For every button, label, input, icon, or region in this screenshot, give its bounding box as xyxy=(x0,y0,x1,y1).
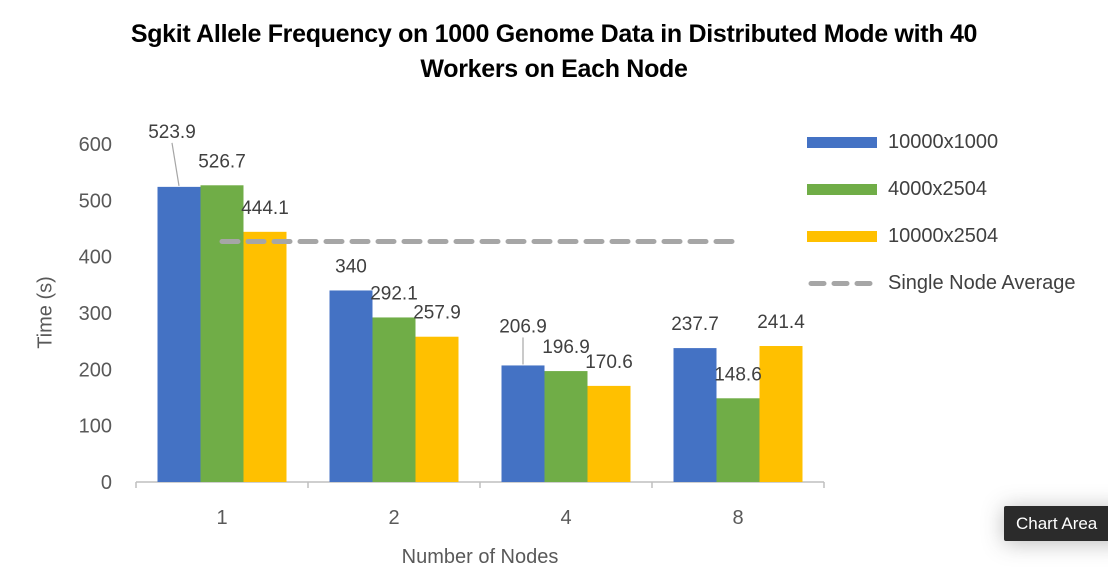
value-label-4000x2504-nodes-1: 526.7 xyxy=(198,151,246,172)
bar-4000x2504-nodes-1[interactable] xyxy=(200,185,244,482)
data-label-leader-line xyxy=(171,142,180,186)
value-label-4000x2504-nodes-4: 196.9 xyxy=(542,337,590,358)
value-label-10000x1000-nodes-4: 206.9 xyxy=(499,316,547,337)
value-label-10000x2504-nodes-8: 241.4 xyxy=(757,312,805,333)
value-label-10000x2504-nodes-2: 257.9 xyxy=(413,303,461,324)
x-tick-label-2: 2 xyxy=(388,507,399,529)
bar-4000x2504-nodes-2[interactable] xyxy=(372,317,416,482)
bar-10000x2504-nodes-8[interactable] xyxy=(759,346,803,482)
value-label-4000x2504-nodes-8: 148.6 xyxy=(714,364,762,385)
value-label-10000x1000-nodes-8: 237.7 xyxy=(671,314,719,335)
bar-10000x1000-nodes-2[interactable] xyxy=(329,290,373,482)
y-tick-label-300: 300 xyxy=(79,303,112,325)
bar-10000x2504-nodes-1[interactable] xyxy=(243,231,287,482)
legend-color-swatch xyxy=(807,136,877,148)
legend-color-swatch xyxy=(807,230,877,242)
value-label-10000x1000-nodes-1: 523.9 xyxy=(148,122,196,143)
legend-item-4000x2504[interactable]: 4000x2504 xyxy=(807,177,1076,201)
bar-4000x2504-nodes-4[interactable] xyxy=(544,371,588,482)
x-tick-label-4: 4 xyxy=(560,507,571,529)
value-label-4000x2504-nodes-2: 292.1 xyxy=(370,283,418,304)
legend-color-swatch xyxy=(807,183,877,195)
legend-item-10000x2504[interactable]: 10000x2504 xyxy=(807,224,1076,248)
value-label-10000x1000-nodes-2: 340 xyxy=(335,256,367,277)
y-tick-label-500: 500 xyxy=(79,190,112,212)
x-axis-title: Number of Nodes xyxy=(401,546,559,568)
legend-item-single-node-average[interactable]: Single Node Average xyxy=(807,271,1076,295)
bar-10000x2504-nodes-2[interactable] xyxy=(415,336,459,482)
y-tick-label-200: 200 xyxy=(79,359,112,381)
y-tick-label-600: 600 xyxy=(79,134,112,156)
legend-item-10000x1000[interactable]: 10000x1000 xyxy=(807,130,1076,154)
chart-title: Sgkit Allele Frequency on 1000 Genome Da… xyxy=(59,17,1049,87)
chart-title-line-1: Sgkit Allele Frequency on 1000 Genome Da… xyxy=(130,20,978,48)
bar-4000x2504-nodes-8[interactable] xyxy=(716,398,760,482)
y-tick-label-0: 0 xyxy=(101,472,112,494)
legend-label: 10000x2504 xyxy=(888,224,999,247)
y-tick-label-100: 100 xyxy=(79,416,112,438)
chart-title-line-2: Workers on Each Node xyxy=(420,55,688,83)
bar-10000x1000-nodes-4[interactable] xyxy=(501,365,545,482)
bar-10000x1000-nodes-1[interactable] xyxy=(157,186,201,482)
value-label-10000x2504-nodes-4: 170.6 xyxy=(585,352,633,373)
bar-10000x1000-nodes-8[interactable] xyxy=(673,348,717,482)
legend-dash-swatch xyxy=(808,280,876,286)
x-tick-label-1: 1 xyxy=(216,507,227,529)
legend: 10000x1000 4000x2504 10000x2504 Single Node… xyxy=(807,130,1076,318)
x-tick-label-8: 8 xyxy=(732,507,743,529)
legend-label: Single Node Average xyxy=(888,271,1076,294)
value-label-10000x2504-nodes-1: 444.1 xyxy=(241,198,289,219)
chart-area-tooltip: Chart Area xyxy=(1004,506,1108,541)
y-tick-label-400: 400 xyxy=(79,247,112,269)
legend-label: 4000x2504 xyxy=(888,177,987,200)
y-axis-title: Time (s) xyxy=(34,276,57,349)
legend-label: 10000x1000 xyxy=(888,130,999,153)
bar-10000x2504-nodes-4[interactable] xyxy=(587,385,631,482)
